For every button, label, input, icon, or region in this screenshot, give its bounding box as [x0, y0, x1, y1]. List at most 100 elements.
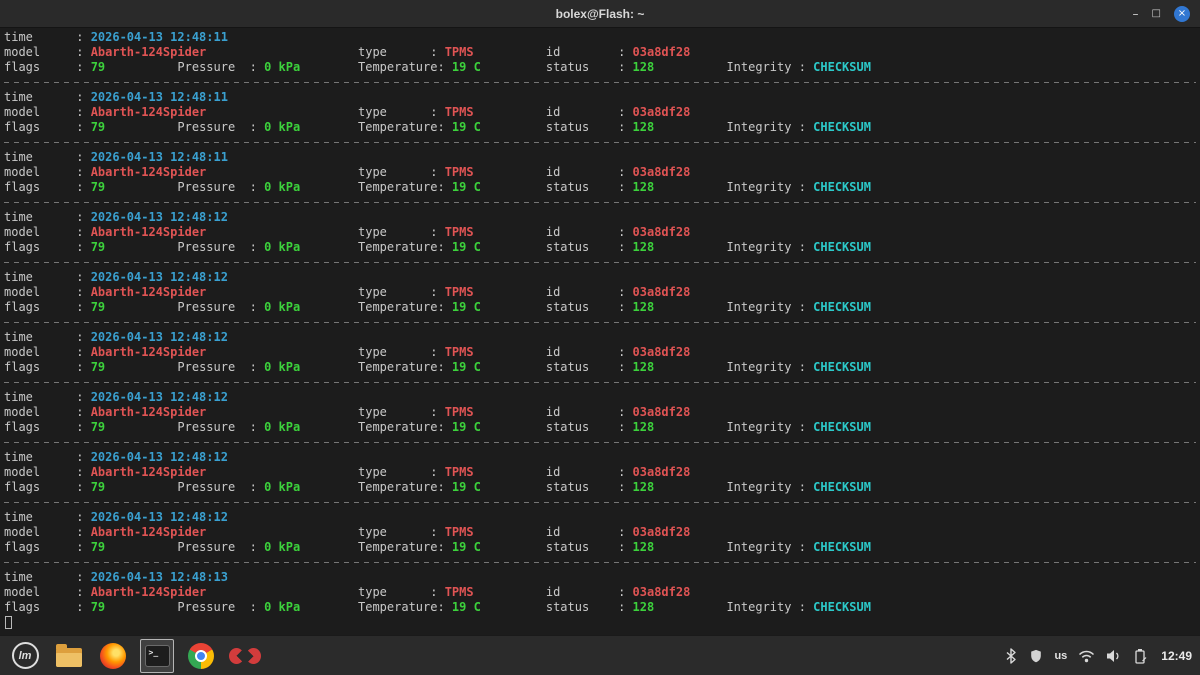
- colon: :: [798, 240, 806, 254]
- integrity-value: CHECKSUM: [813, 300, 871, 314]
- record-separator: [4, 435, 1196, 450]
- record-line-model: model : Abarth-124Spider type : TPMS id …: [4, 465, 1196, 480]
- colon: :: [76, 210, 84, 224]
- terminal-output[interactable]: time : 2026-04-13 12:48:11 model : Abart…: [0, 28, 1200, 635]
- clock-label: 12:49: [1161, 648, 1192, 663]
- colon: :: [618, 60, 626, 74]
- type-value: TPMS: [444, 405, 474, 419]
- flags-value: 79: [90, 180, 106, 194]
- media-app-button[interactable]: [228, 639, 262, 673]
- colon: :: [76, 510, 84, 524]
- sensor-record: time : 2026-04-13 12:48:13 model : Abart…: [4, 555, 1196, 615]
- time-label: time: [4, 150, 33, 164]
- clock-button[interactable]: 12:49: [1158, 649, 1192, 663]
- colon: :: [618, 585, 626, 599]
- status-label: status: [545, 60, 590, 74]
- pressure-label: Pressure: [177, 600, 236, 614]
- battery-button[interactable]: [1133, 648, 1147, 664]
- flags-label: flags: [4, 240, 41, 254]
- type-label: type: [358, 225, 387, 239]
- mint-menu-button[interactable]: lm: [8, 639, 42, 673]
- pressure-label: Pressure: [177, 120, 236, 134]
- colon: :: [618, 45, 626, 59]
- id-value: 03a8df28: [632, 165, 691, 179]
- pressure-value: 0 kPa: [264, 360, 301, 374]
- id-label: id: [545, 525, 561, 539]
- record-separator: [4, 315, 1196, 330]
- colon: :: [618, 540, 626, 554]
- integrity-value: CHECKSUM: [813, 480, 871, 494]
- pressure-value: 0 kPa: [264, 300, 301, 314]
- integrity-label: Integrity: [726, 300, 792, 314]
- record-line-time: time : 2026-04-13 12:48:12: [4, 390, 1196, 405]
- time-label: time: [4, 30, 33, 44]
- firefox-button[interactable]: [96, 639, 130, 673]
- close-button[interactable]: ×: [1174, 6, 1190, 22]
- time-value: 2026-04-13 12:48:12: [90, 450, 228, 464]
- dashed-separator: [4, 322, 1196, 323]
- colon: :: [76, 420, 84, 434]
- record-separator: [4, 375, 1196, 390]
- integrity-label: Integrity: [726, 600, 792, 614]
- id-value: 03a8df28: [632, 345, 691, 359]
- pressure-value: 0 kPa: [264, 60, 301, 74]
- terminal-button[interactable]: >_: [140, 638, 174, 673]
- maximize-button[interactable]: □: [1151, 8, 1161, 19]
- flags-value: 79: [90, 480, 106, 494]
- keyboard-layout-button[interactable]: us: [1054, 650, 1067, 662]
- type-label: type: [358, 285, 387, 299]
- time-label: time: [4, 570, 33, 584]
- colon: :: [798, 540, 806, 554]
- status-label: status: [545, 540, 590, 554]
- temperature-value: 19 C: [451, 480, 481, 494]
- colon: :: [618, 420, 626, 434]
- flags-value: 79: [90, 420, 106, 434]
- titlebar[interactable]: bolex@Flash: ~ – □ ×: [0, 0, 1200, 28]
- chrome-button[interactable]: [184, 639, 218, 673]
- flags-label: flags: [4, 540, 41, 554]
- flags-label: flags: [4, 360, 41, 374]
- colon: :: [249, 120, 257, 134]
- status-value: 128: [632, 420, 655, 434]
- colon: :: [76, 465, 84, 479]
- status-value: 128: [632, 120, 655, 134]
- colon: :: [76, 345, 84, 359]
- colon: :: [76, 180, 84, 194]
- model-label: model: [4, 105, 41, 119]
- colon: :: [76, 540, 84, 554]
- record-separator: [4, 195, 1196, 210]
- model-value: Abarth-124Spider: [90, 585, 207, 599]
- status-value: 128: [632, 240, 655, 254]
- colon: :: [618, 240, 626, 254]
- record-line-flags: flags : 79 Pressure : 0 kPa Temperature:…: [4, 540, 1196, 555]
- bluetooth-button[interactable]: [1004, 647, 1018, 664]
- flags-value: 79: [90, 600, 106, 614]
- type-value: TPMS: [444, 525, 474, 539]
- red-media-app-icon: [229, 647, 261, 664]
- files-button[interactable]: [52, 639, 86, 673]
- pressure-value: 0 kPa: [264, 540, 301, 554]
- type-label: type: [358, 525, 387, 539]
- record-line-flags: flags : 79 Pressure : 0 kPa Temperature:…: [4, 240, 1196, 255]
- integrity-value: CHECKSUM: [813, 180, 871, 194]
- record-line-flags: flags : 79 Pressure : 0 kPa Temperature:…: [4, 360, 1196, 375]
- time-label: time: [4, 210, 33, 224]
- time-label: time: [4, 90, 33, 104]
- minimize-button[interactable]: –: [1132, 7, 1139, 21]
- network-button[interactable]: [1078, 649, 1095, 663]
- id-label: id: [545, 225, 561, 239]
- id-label: id: [545, 45, 561, 59]
- colon: :: [76, 450, 84, 464]
- integrity-label: Integrity: [726, 420, 792, 434]
- colon: :: [76, 240, 84, 254]
- integrity-label: Integrity: [726, 480, 792, 494]
- volume-button[interactable]: [1106, 649, 1122, 663]
- id-value: 03a8df28: [632, 405, 691, 419]
- colon: :: [76, 270, 84, 284]
- flags-value: 79: [90, 300, 106, 314]
- temperature-value: 19 C: [451, 540, 481, 554]
- time-label: time: [4, 390, 33, 404]
- flags-value: 79: [90, 540, 106, 554]
- security-shield-button[interactable]: [1029, 648, 1043, 664]
